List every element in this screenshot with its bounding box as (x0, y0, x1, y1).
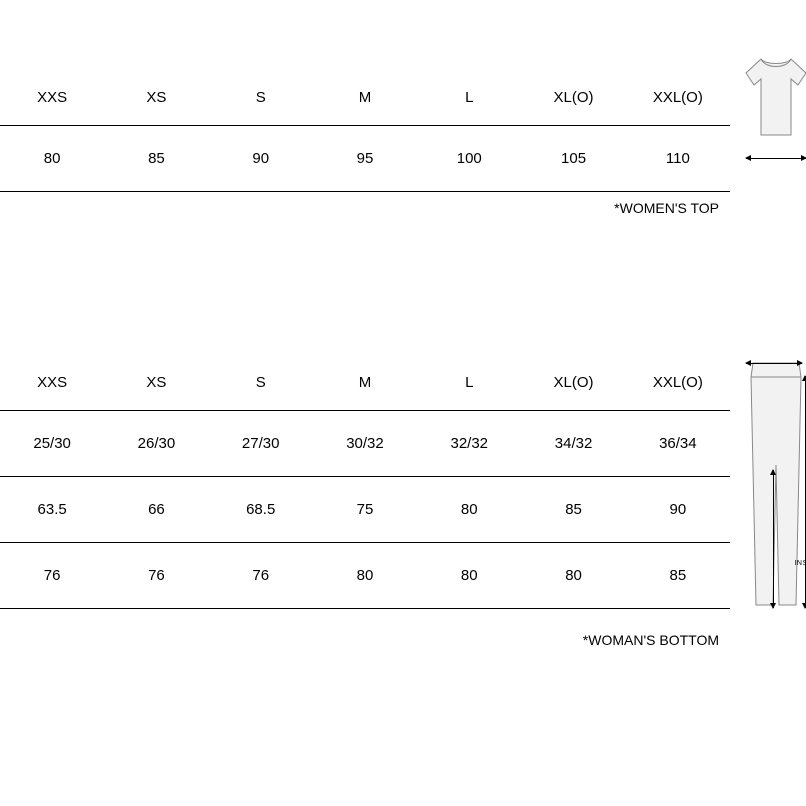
inseam-arrow-icon (773, 470, 774, 608)
size-header: L (417, 355, 521, 410)
size-value: 95 (313, 125, 417, 191)
table-header-row: XXS XS S M L XL(O) XXL(O) (0, 70, 730, 125)
size-value: 80 (417, 476, 521, 542)
size-value: 25/30 (0, 410, 104, 476)
size-value: 80 (0, 125, 104, 191)
womans-bottom-table: XXS XS S M L XL(O) XXL(O) 25/30 26/30 27… (0, 355, 730, 609)
size-value: 75 (313, 476, 417, 542)
size-value: 30/32 (313, 410, 417, 476)
size-header: XXL(O) (626, 70, 730, 125)
womens-top-section: XXS XS S M L XL(O) XXL(O) 80 85 90 95 10… (0, 70, 806, 192)
size-header: L (417, 70, 521, 125)
size-value: 76 (104, 542, 208, 608)
size-header: XXS (0, 70, 104, 125)
size-value: 63.5 (0, 476, 104, 542)
inseam-label: INSEA (794, 560, 806, 567)
shirt-icon (741, 53, 806, 143)
size-value: 36/34 (626, 410, 730, 476)
womans-bottom-section: XXS XS S M L XL(O) XXL(O) 25/30 26/30 27… (0, 355, 806, 609)
table-row: 76 76 76 80 80 80 85 (0, 542, 730, 608)
size-header: XL(O) (521, 355, 625, 410)
size-header: M (313, 70, 417, 125)
size-value: 66 (104, 476, 208, 542)
size-header: S (209, 70, 313, 125)
size-value: 90 (209, 125, 313, 191)
table-header-row: XXS XS S M L XL(O) XXL(O) (0, 355, 730, 410)
size-header: XXS (0, 355, 104, 410)
size-header: XS (104, 355, 208, 410)
table-row: 63.5 66 68.5 75 80 85 90 (0, 476, 730, 542)
size-value: 76 (0, 542, 104, 608)
womens-top-table: XXS XS S M L XL(O) XXL(O) 80 85 90 95 10… (0, 70, 730, 192)
size-value: 105 (521, 125, 625, 191)
table-row: 25/30 26/30 27/30 30/32 32/32 34/32 36/3… (0, 410, 730, 476)
size-value: 85 (104, 125, 208, 191)
size-header: M (313, 355, 417, 410)
size-value: 85 (626, 542, 730, 608)
size-value: 27/30 (209, 410, 313, 476)
table-row: 80 85 90 95 100 105 110 (0, 125, 730, 191)
size-header: S (209, 355, 313, 410)
size-header: XL(O) (521, 70, 625, 125)
size-value: 80 (313, 542, 417, 608)
size-value: 90 (626, 476, 730, 542)
womens-top-note: *WOMEN'S TOP (614, 200, 719, 216)
size-value: 80 (521, 542, 625, 608)
size-value: 76 (209, 542, 313, 608)
size-value: 32/32 (417, 410, 521, 476)
womans-bottom-note: *WOMAN'S BOTTOM (583, 632, 719, 648)
width-arrow-icon (746, 158, 806, 159)
size-value: 110 (626, 125, 730, 191)
size-value: 80 (417, 542, 521, 608)
size-value: 34/32 (521, 410, 625, 476)
size-header: XXL(O) (626, 355, 730, 410)
size-header: XS (104, 70, 208, 125)
size-value: 68.5 (209, 476, 313, 542)
size-value: 26/30 (104, 410, 208, 476)
size-value: 85 (521, 476, 625, 542)
size-value: 100 (417, 125, 521, 191)
waist-arrow-icon (746, 363, 802, 364)
